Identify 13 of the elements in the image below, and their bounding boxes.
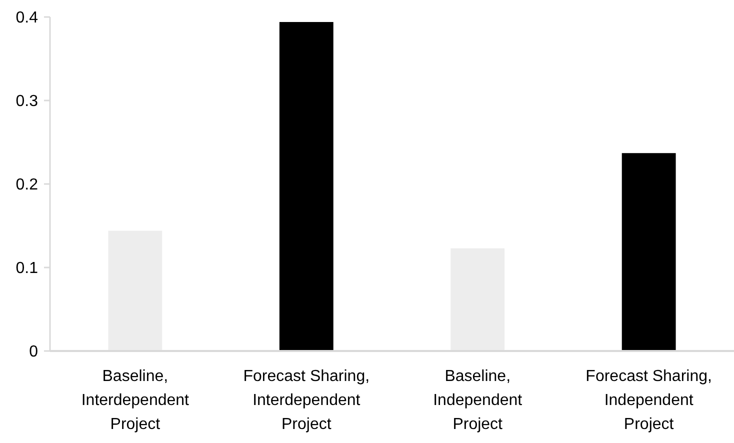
bar [279, 22, 334, 351]
y-tick-label: 0.1 [16, 260, 38, 278]
x-tick-label: Baseline, Interdependent Project [81, 368, 190, 433]
bar [450, 248, 505, 351]
x-tick-label: Baseline, Independent Project [433, 368, 523, 433]
bar [622, 153, 676, 351]
y-tick-label: 0.3 [16, 93, 38, 110]
y-tick-label: 0.4 [16, 10, 38, 27]
x-tick-label: Forecast Sharing, Independent Project [586, 368, 712, 433]
y-tick-label: 0 [29, 344, 38, 361]
y-tick-label: 0.2 [16, 176, 38, 194]
bar [108, 230, 162, 351]
x-tick-label: Forecast Sharing, Interdependent Project [243, 368, 370, 433]
